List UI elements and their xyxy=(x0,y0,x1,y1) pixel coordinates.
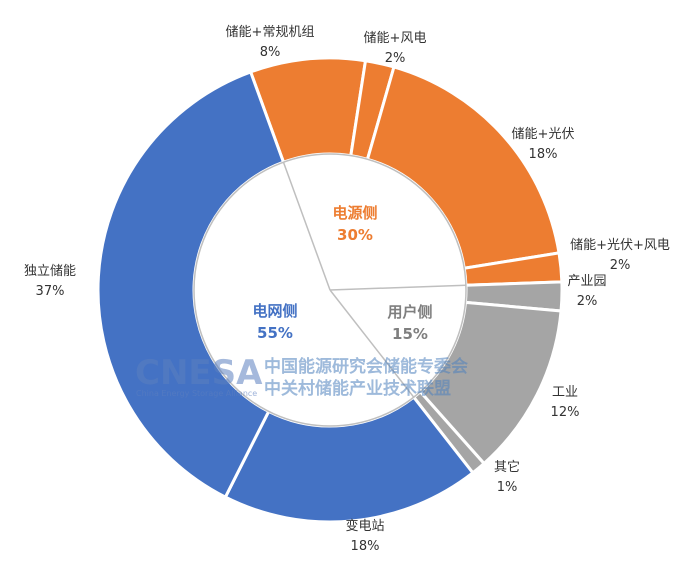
inner-label-pct-2: 55% xyxy=(257,324,293,342)
outer-label-pct-5: 12% xyxy=(551,405,580,420)
outer-label-name-5: 工业 xyxy=(552,385,578,400)
inner-label-name-0: 电源侧 xyxy=(332,204,377,222)
outer-label-pct-6: 1% xyxy=(497,480,518,495)
inner-label-name-2: 电网侧 xyxy=(252,302,297,320)
outer-label-pct-1: 2% xyxy=(385,51,406,66)
inner-labels: 电源侧 30% 用户侧 15% 电网侧 55% xyxy=(252,204,432,343)
inner-divider-1 xyxy=(329,284,466,291)
outer-label-pct-2: 18% xyxy=(529,147,558,162)
watermark-logo: CNESA xyxy=(135,353,263,393)
outer-label-name-6: 其它 xyxy=(494,459,520,475)
outer-label-name-8: 独立储能 xyxy=(24,264,76,279)
outer-label-name-7: 变电站 xyxy=(345,518,384,534)
watermark-line-2: 中关村储能产业技术联盟 xyxy=(264,378,451,399)
outer-label-name-1: 储能+风电 xyxy=(364,31,427,46)
outer-label-pct-7: 18% xyxy=(351,539,380,554)
inner-label-name-1: 用户侧 xyxy=(387,303,432,321)
outer-labels: 储能+常规机组 8% 储能+风电 2% 储能+光伏 18% 储能+光伏+风电 2% 产业园 2% 工… xyxy=(24,25,670,554)
inner-label-pct-1: 15% xyxy=(392,325,428,343)
outer-label-name-2: 储能+光伏 xyxy=(512,127,575,142)
inner-pie xyxy=(193,153,467,427)
watermark: CNESA China Energy Storage Alliance 中国能源… xyxy=(135,353,468,399)
inner-divider-0 xyxy=(282,161,331,291)
outer-label-name-3: 储能+光伏+风电 xyxy=(570,238,670,253)
inner-divider-2 xyxy=(329,289,415,398)
outer-label-pct-3: 2% xyxy=(610,258,631,273)
watermark-line-1: 中国能源研究会储能专委会 xyxy=(264,356,468,377)
outer-label-pct-0: 8% xyxy=(260,45,281,60)
outer-label-name-4: 产业园 xyxy=(567,274,606,289)
outer-label-pct-4: 2% xyxy=(577,294,598,309)
inner-label-pct-0: 30% xyxy=(337,226,373,244)
outer-label-pct-8: 37% xyxy=(36,284,65,299)
watermark-logo-subtitle: China Energy Storage Alliance xyxy=(136,389,257,398)
outer-label-name-0: 储能+常规机组 xyxy=(226,25,315,40)
outer-ring xyxy=(96,56,564,524)
